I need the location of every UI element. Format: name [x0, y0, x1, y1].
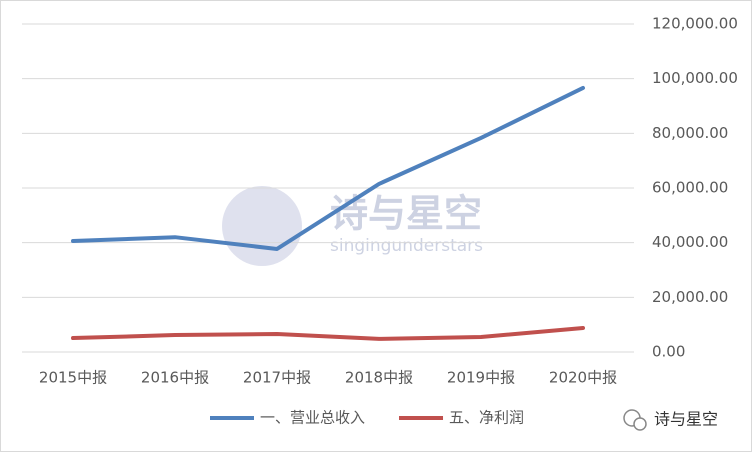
x-tick-label: 2015中报 [39, 369, 107, 387]
watermark-logo [222, 186, 302, 266]
y-tick-label: 20,000.00 [652, 288, 728, 306]
y-tick-label: 60,000.00 [652, 179, 728, 197]
x-tick-label: 2018中报 [345, 369, 413, 387]
y-tick-label: 80,000.00 [652, 124, 728, 142]
watermark: 诗与星空 singingunderstars [222, 186, 483, 266]
y-tick-label: 100,000.00 [652, 69, 738, 87]
legend-label: 五、净利润 [449, 409, 524, 427]
x-tick-label: 2019中报 [447, 369, 515, 387]
y-tick-label: 120,000.00 [652, 15, 738, 33]
x-tick-label: 2020中报 [549, 369, 617, 387]
legend-label: 一、营业总收入 [260, 409, 365, 427]
brand: 诗与星空 [623, 409, 718, 431]
series-line [71, 325, 585, 341]
y-tick-label: 0.00 [652, 343, 685, 361]
brand-text: 诗与星空 [654, 410, 718, 429]
brand-icon [633, 417, 647, 431]
y-tick-label: 40,000.00 [652, 233, 728, 251]
x-tick-label: 2016中报 [141, 369, 209, 387]
series-line [71, 85, 585, 251]
watermark-subtitle: singingunderstars [330, 236, 483, 256]
watermark-title: 诗与星空 [330, 192, 482, 236]
x-tick-label: 2017中报 [243, 369, 311, 387]
